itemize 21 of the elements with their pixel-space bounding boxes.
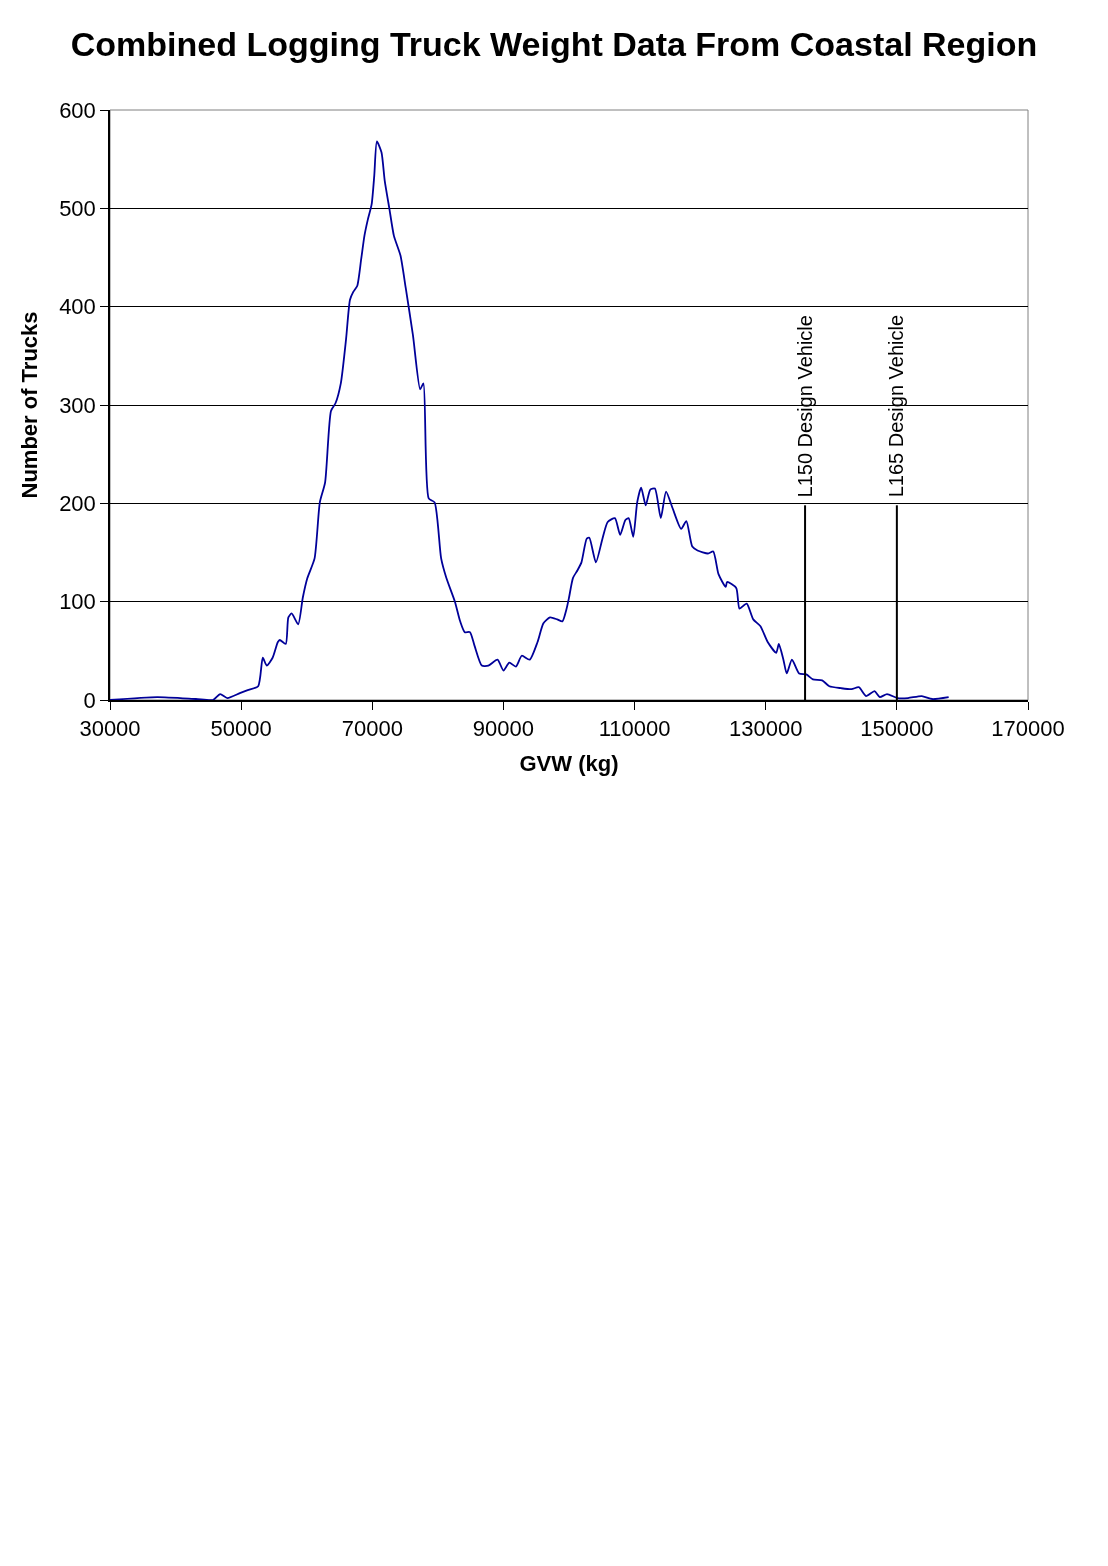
ref-line-label: L165 Design Vehicle: [885, 314, 908, 498]
x-tick-label: 170000: [991, 716, 1065, 742]
x-tick-label: 50000: [210, 716, 272, 742]
x-tick-label: 130000: [729, 716, 803, 742]
y-tick-label: 200: [59, 491, 96, 517]
x-tick-label: 110000: [598, 716, 671, 742]
ref-line-label: L150 Design Vehicle: [793, 315, 816, 498]
x-tick-label: 90000: [472, 716, 535, 742]
line-series: [110, 140, 950, 700]
x-axis-title: GVW (kg): [519, 750, 619, 776]
y-axis-title: Number of Trucks: [17, 311, 43, 499]
chart-title: Combined Logging Truck Weight Data From Coastal Region: [70, 24, 1038, 63]
y-tick-label: 400: [59, 294, 96, 320]
x-tick-label: 70000: [341, 716, 403, 742]
x-tick-label: 30000: [79, 716, 141, 742]
y-tick-label: 500: [59, 196, 96, 222]
x-tick-label: 150000: [860, 716, 934, 742]
y-tick-label: 600: [59, 97, 96, 123]
y-tick-label: 0: [83, 687, 96, 713]
y-tick-label: 100: [59, 589, 96, 615]
y-tick-label: 300: [59, 392, 96, 418]
